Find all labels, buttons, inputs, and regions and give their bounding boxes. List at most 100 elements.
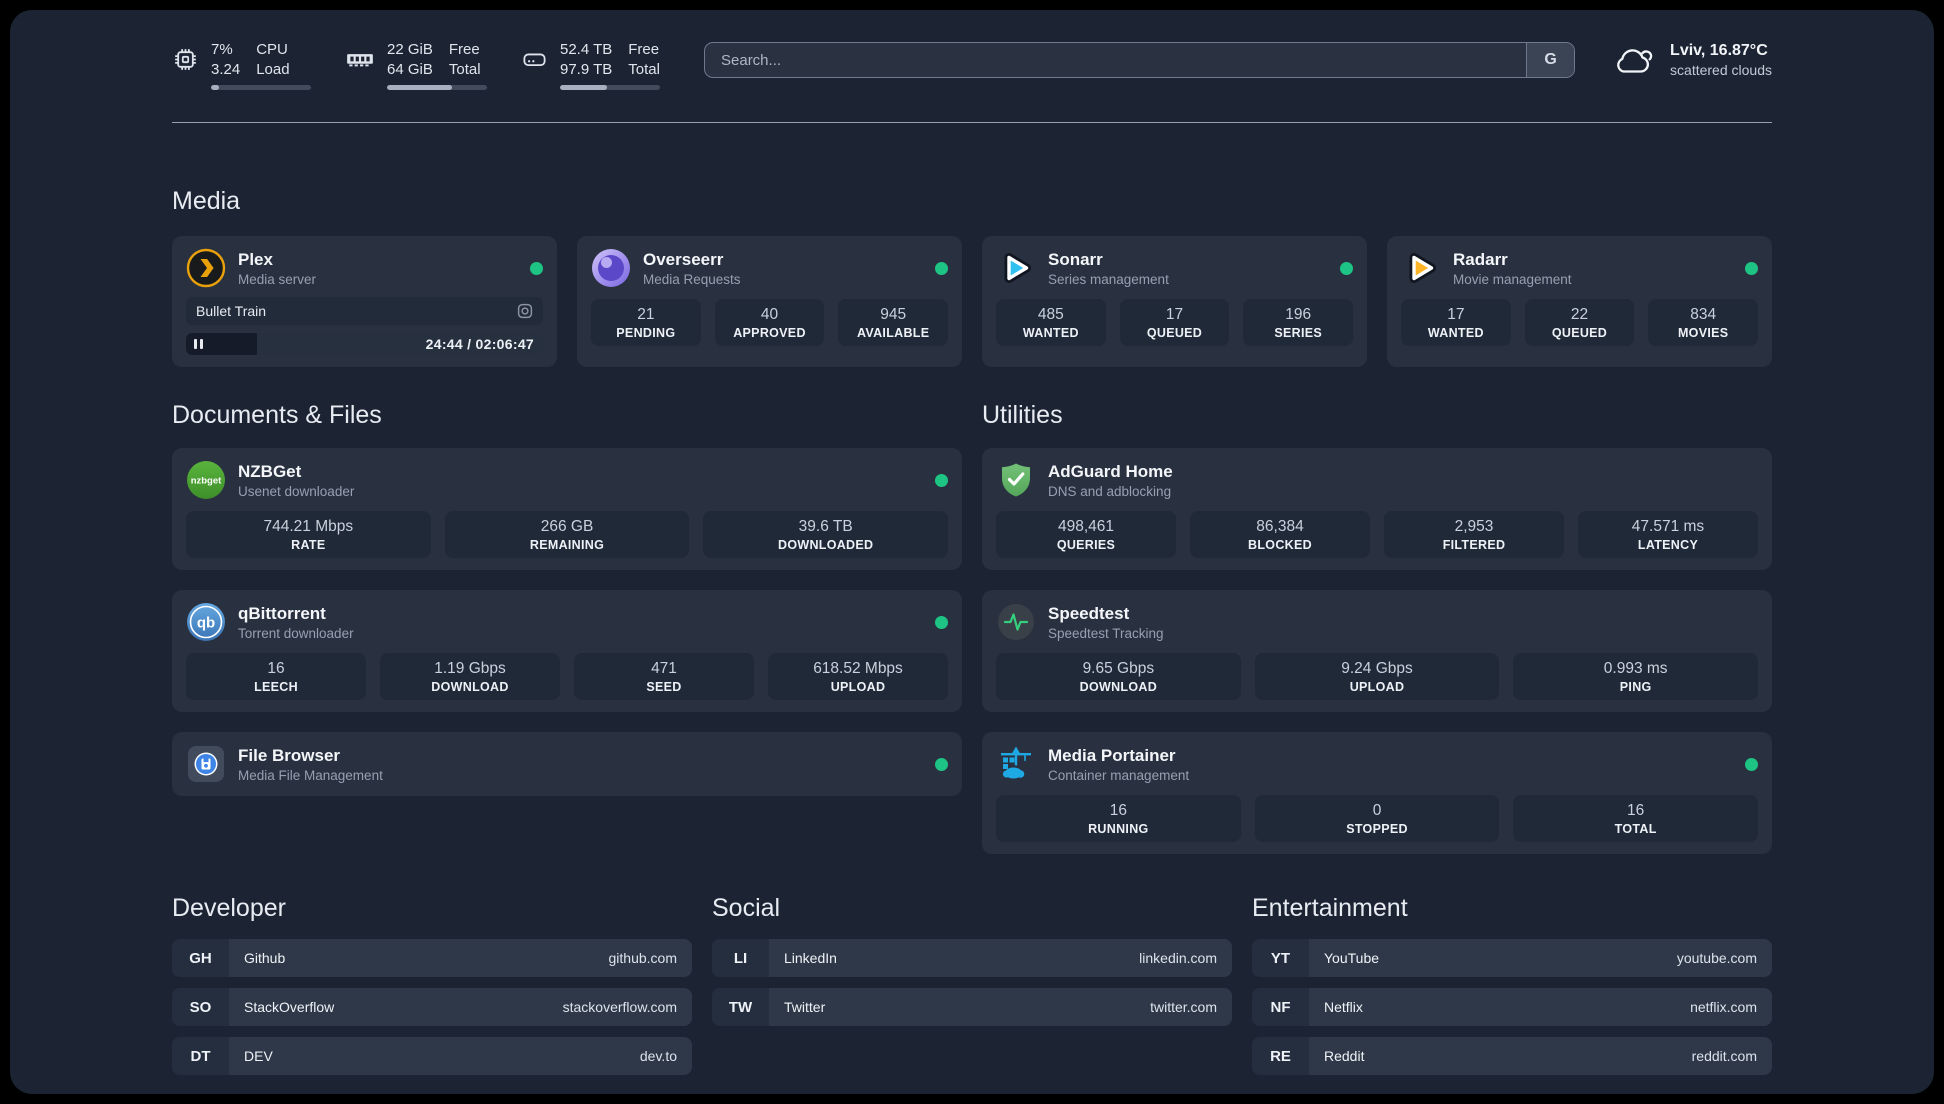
stat-ping: 0.993 ms PING — [1513, 653, 1759, 700]
stat-downloaded: 39.6 TB DOWNLOADED — [703, 511, 949, 558]
link-abbr: YT — [1252, 939, 1309, 977]
link-stackoverflow[interactable]: SO StackOverflow stackoverflow.com — [172, 988, 692, 1026]
link-name: Reddit — [1324, 1048, 1365, 1064]
section-social: Social LI LinkedIn linkedin.com TW Twitt… — [712, 894, 1232, 1037]
app-description: DNS and adblocking — [1048, 483, 1172, 499]
cloud-icon — [1617, 49, 1653, 73]
stat-download: 9.65 Gbps DOWNLOAD — [996, 653, 1241, 700]
status-dot — [1745, 757, 1758, 771]
system-metrics: 7% 3.24 CPU Load — [172, 40, 660, 90]
ram-icon — [347, 54, 373, 67]
topbar-divider — [172, 122, 1772, 123]
cpu-icon — [175, 49, 196, 70]
app-card-speedtest[interactable]: Speedtest Speedtest Tracking 9.65 Gbps DO… — [982, 590, 1772, 712]
app-card-adguard[interactable]: AdGuard Home DNS and adblocking 498,461 Q… — [982, 448, 1772, 570]
ram-free-label: Free — [448, 41, 480, 58]
link-twitter[interactable]: TW Twitter twitter.com — [712, 988, 1232, 1026]
section-title-utilities: Utilities — [982, 401, 1063, 429]
link-url: reddit.com — [1691, 1048, 1757, 1064]
cpu-load-label: Load — [256, 60, 290, 78]
section-title-media: Media — [172, 187, 241, 215]
cpu-metric: 7% 3.24 CPU Load — [172, 40, 311, 90]
link-url: stackoverflow.com — [562, 999, 677, 1015]
link-name: Twitter — [784, 999, 826, 1015]
cpu-usage-value: 7% — [211, 41, 233, 58]
link-name: Github — [244, 950, 286, 966]
disk-metric: 52.4 TB 97.9 TB Free Total — [521, 40, 660, 90]
app-card-radarr[interactable]: Radarr Movie management 17 WANTED 22 QUEUE… — [1387, 236, 1772, 367]
app-card-portainer[interactable]: Media Portainer Container management 16 R… — [982, 732, 1772, 854]
status-dot — [1745, 261, 1758, 275]
link-name: Netflix — [1324, 999, 1363, 1015]
link-netflix[interactable]: NF Netflix netflix.com — [1252, 988, 1772, 1026]
disk-free-value: 52.4 TB — [560, 41, 613, 58]
nzbget-icon: nzbget — [187, 461, 225, 499]
app-description: Series management — [1048, 271, 1169, 287]
stat-wanted: 485 WANTED — [996, 299, 1106, 346]
app-card-qbittorrent[interactable]: qb qBittorrent Torrent downloader 16 LEEC… — [172, 590, 962, 712]
link-url: dev.to — [639, 1048, 677, 1064]
stat-latency: 47.571 ms LATENCY — [1578, 511, 1758, 558]
section-entertainment: Entertainment YT YouTube youtube.com NF … — [1252, 894, 1772, 1086]
stat-stopped: 0 STOPPED — [1254, 795, 1500, 842]
stat-queued: 22 QUEUED — [1524, 299, 1635, 346]
link-dev[interactable]: DT DEV dev.to — [172, 1037, 692, 1075]
radarr-icon — [1409, 253, 1436, 283]
link-reddit[interactable]: RE Reddit reddit.com — [1252, 1037, 1772, 1075]
dashboard: 7% 3.24 CPU Load — [10, 10, 1934, 1094]
link-youtube[interactable]: YT YouTube youtube.com — [1252, 939, 1772, 977]
disk-icon — [523, 53, 546, 67]
section-title-developer: Developer — [172, 894, 286, 922]
link-name: DEV — [244, 1048, 273, 1064]
disk-total-value: 97.9 TB — [560, 60, 613, 78]
app-description: Container management — [1048, 767, 1190, 783]
app-name: Sonarr — [1048, 249, 1103, 269]
stat-blocked: 86,384 BLOCKED — [1190, 511, 1370, 558]
stat-upload: 618.52 Mbps UPLOAD — [768, 653, 948, 700]
link-linkedin[interactable]: LI LinkedIn linkedin.com — [712, 939, 1232, 977]
link-url: github.com — [608, 950, 677, 966]
stat-available: 945 AVAILABLE — [838, 299, 949, 346]
overseerr-icon — [592, 249, 630, 287]
stat-queued: 17 QUEUED — [1119, 299, 1230, 346]
section-title-entertainment: Entertainment — [1252, 894, 1408, 922]
link-github[interactable]: GH Github github.com — [172, 939, 692, 977]
search-input[interactable] — [705, 43, 1527, 77]
app-description: Torrent downloader — [238, 625, 354, 641]
plex-icon — [186, 248, 226, 288]
app-name: NZBGet — [238, 461, 302, 481]
disk-progress-bar — [560, 85, 660, 90]
cpu-load-value: 3.24 — [211, 60, 241, 78]
section-title-documents: Documents & Files — [172, 401, 382, 429]
app-card-overseerr[interactable]: Overseerr Media Requests 21 PENDING 40 APP… — [577, 236, 962, 367]
now-playing-title: Bullet Train — [196, 303, 267, 319]
stat-download: 1.19 Gbps DOWNLOAD — [380, 653, 560, 700]
section-developer: Developer GH Github github.com SO StackO… — [172, 894, 692, 1086]
sonarr-icon — [1004, 253, 1031, 283]
stat-pending: 21 PENDING — [591, 299, 701, 346]
app-card-filebrowser[interactable]: File Browser Media File Management — [172, 732, 962, 796]
link-name: YouTube — [1324, 950, 1380, 966]
stat-remaining: 266 GB REMAINING — [444, 511, 690, 558]
media-source-icon — [517, 303, 533, 319]
link-abbr: GH — [172, 939, 229, 977]
app-card-nzbget[interactable]: nzbget NZBGet Usenet downloader 744.21 M… — [172, 448, 962, 570]
link-url: netflix.com — [1690, 999, 1757, 1015]
app-description: Speedtest Tracking — [1048, 625, 1164, 641]
search-engine-button[interactable]: G — [1526, 43, 1575, 77]
app-card-plex[interactable]: Plex Media server Bullet Train 24:44 / 0… — [172, 236, 557, 367]
link-abbr: TW — [712, 988, 769, 1026]
pause-button[interactable] — [194, 339, 203, 349]
status-dot — [1340, 261, 1353, 275]
search-bar: G — [704, 42, 1576, 78]
link-abbr: NF — [1252, 988, 1309, 1026]
link-abbr: DT — [172, 1037, 229, 1075]
app-name: Speedtest — [1048, 603, 1130, 623]
stat-rate: 744.21 Mbps RATE — [186, 511, 431, 558]
svg-text:qb: qb — [197, 615, 215, 632]
adguard-icon — [1002, 463, 1030, 497]
link-url: linkedin.com — [1139, 950, 1217, 966]
app-name: Radarr — [1453, 249, 1508, 269]
app-card-sonarr[interactable]: Sonarr Series management 485 WANTED 17 QUE… — [982, 236, 1367, 367]
link-name: LinkedIn — [784, 950, 837, 966]
